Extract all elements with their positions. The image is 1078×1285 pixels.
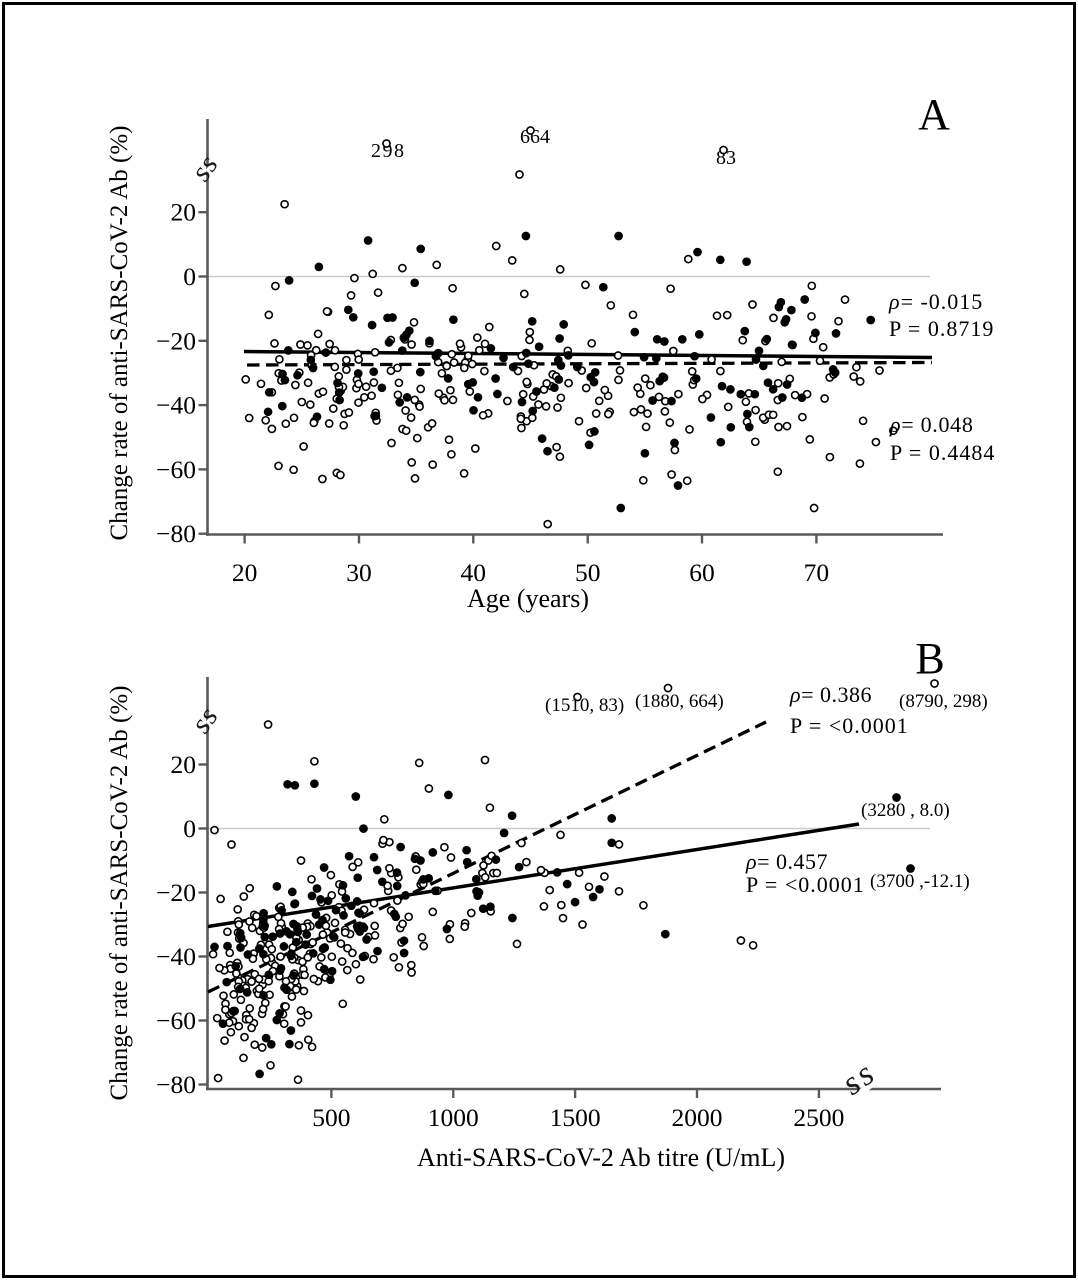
- svg-text:A: A: [918, 90, 950, 139]
- svg-text:Age (years): Age (years): [467, 584, 589, 613]
- svg-text:20: 20: [171, 198, 197, 227]
- svg-text:ρ= 0.386: ρ= 0.386: [789, 682, 872, 707]
- svg-text:ρ= -0.015: ρ= -0.015: [888, 289, 983, 314]
- svg-text:1000: 1000: [428, 1103, 479, 1132]
- svg-text:Change rate of anti-SARS-CoV-: Change rate of anti-SARS-CoV-2 Ab (%): [106, 686, 133, 1101]
- svg-text:500: 500: [312, 1103, 350, 1132]
- svg-text:Change rate of anti-SARS-CoV-2: Change rate of anti-SARS-CoV-2 Ab (%): [106, 126, 133, 541]
- svg-text:−20: −20: [156, 878, 196, 907]
- svg-text:298: 298: [371, 140, 406, 162]
- svg-text:(8790, 298): (8790, 298): [899, 691, 988, 712]
- svg-text:20: 20: [232, 558, 258, 587]
- svg-text:−80: −80: [156, 1070, 196, 1099]
- svg-text:ρ= 0.457: ρ= 0.457: [745, 849, 828, 874]
- svg-text:−60: −60: [156, 455, 196, 484]
- svg-text:P = <0.0001: P = <0.0001: [790, 713, 909, 738]
- svg-text:−20: −20: [156, 326, 196, 355]
- svg-text:50: 50: [575, 558, 601, 587]
- svg-text:20: 20: [171, 750, 197, 779]
- svg-text:−60: −60: [156, 1006, 196, 1035]
- svg-text:P = <0.0001: P = <0.0001: [746, 872, 865, 897]
- svg-text:(1880, 664): (1880, 664): [635, 691, 724, 712]
- svg-text:B: B: [915, 634, 944, 683]
- svg-text:P = 0.8719: P = 0.8719: [889, 316, 994, 341]
- svg-text:P = 0.4484: P = 0.4484: [890, 440, 995, 465]
- svg-text:40: 40: [461, 558, 487, 587]
- svg-text:664: 664: [520, 126, 550, 148]
- svg-text:(1510, 83): (1510, 83): [545, 695, 624, 716]
- svg-text:1500: 1500: [550, 1103, 601, 1132]
- svg-text:−40: −40: [156, 942, 196, 971]
- svg-text:(3280 , 8.0): (3280 , 8.0): [861, 800, 950, 821]
- svg-text:−40: −40: [156, 391, 196, 420]
- svg-text:70: 70: [804, 558, 830, 587]
- svg-text:30: 30: [346, 558, 372, 587]
- svg-text:−80: −80: [156, 519, 196, 548]
- svg-text:0: 0: [183, 814, 196, 843]
- svg-text:2000: 2000: [672, 1103, 723, 1132]
- svg-text:2500: 2500: [793, 1103, 844, 1132]
- svg-text:0: 0: [183, 262, 196, 291]
- svg-text:60: 60: [689, 558, 715, 587]
- svg-text:(3700 ,-12.1): (3700 ,-12.1): [870, 871, 970, 892]
- svg-text:Anti-SARS-CoV-2 Ab titre (U/mL: Anti-SARS-CoV-2 Ab titre (U/mL): [417, 1143, 785, 1172]
- svg-text:ρ= 0.048: ρ= 0.048: [889, 412, 974, 437]
